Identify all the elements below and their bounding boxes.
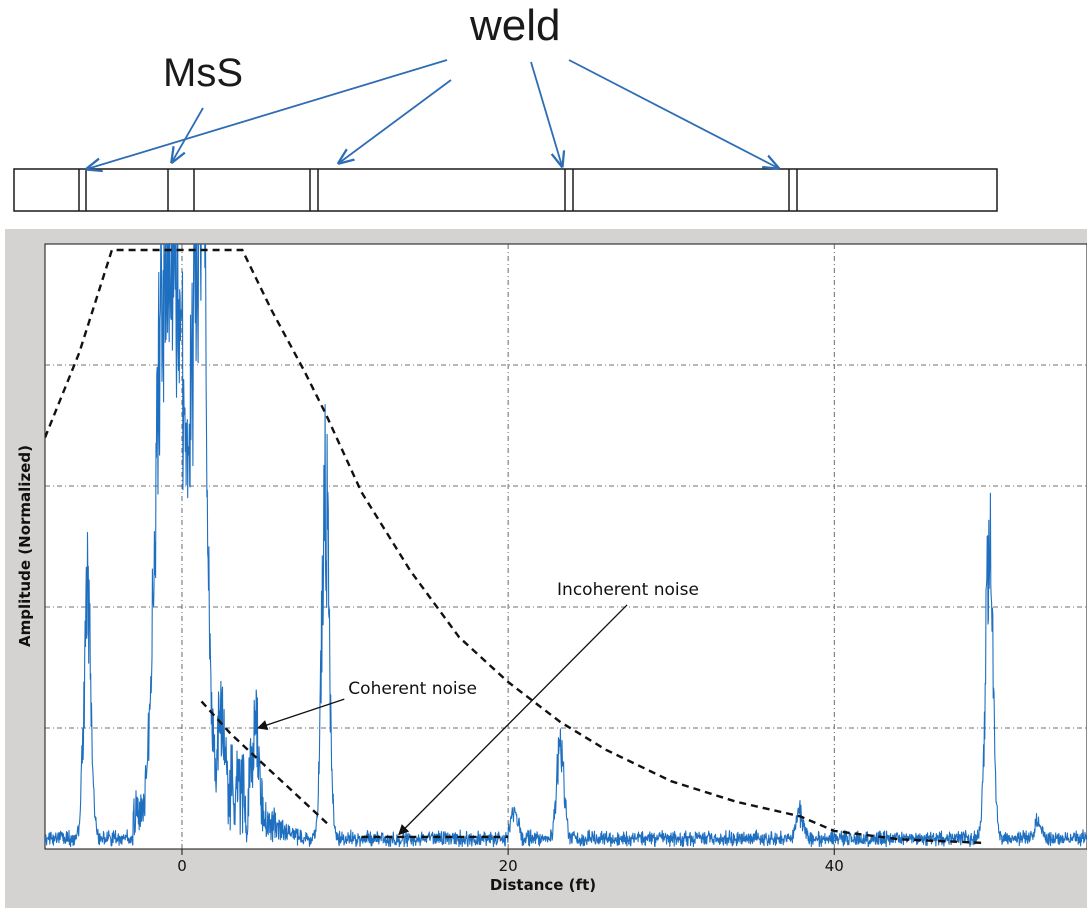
x-tick-label-0: 0 — [177, 857, 187, 875]
plot-area — [44, 243, 1087, 850]
x-axis-ticks: 0 20 40 — [177, 849, 844, 875]
signal-trace — [45, 244, 1087, 848]
weld-marks — [78, 169, 798, 211]
mss-label: MsS — [163, 51, 243, 95]
x-tick-label-1: 20 — [499, 857, 518, 875]
x-axis-title: Distance (ft) — [490, 876, 596, 894]
annotation-incoherent: Incoherent noise — [398, 580, 699, 836]
annotation-incoherent-arrow — [398, 604, 628, 836]
mss-sensor-mark — [167, 169, 195, 211]
weld-arrow-1 — [87, 59, 448, 169]
grid — [45, 244, 1087, 849]
x-tick-label-2: 40 — [825, 857, 844, 875]
weld-arrow-3 — [530, 61, 562, 166]
annotation-coherent-arrow — [256, 698, 345, 731]
weld-arrow-4 — [568, 59, 778, 168]
weld-label: weld — [469, 1, 561, 50]
y-axis-title: Amplitude (Normalized) — [16, 445, 34, 647]
dashed-curve-1 — [200, 700, 330, 826]
mss-arrow — [172, 107, 204, 162]
annotation-coherent-noise: Coherent noise — [348, 679, 477, 699]
pipe-body — [13, 168, 998, 212]
threshold-curves — [45, 248, 986, 845]
chart: 0 20 40 Distance (ft) Amplitude (Normalize… — [5, 229, 1087, 908]
pipe-diagram: weld MsS — [13, 1, 998, 212]
annotation-incoherent-noise: Incoherent noise — [557, 580, 699, 600]
annotation-coherent: Coherent noise — [256, 679, 477, 731]
dashed-curve-0 — [45, 248, 986, 845]
weld-arrows — [87, 59, 778, 169]
weld-arrow-2 — [339, 79, 452, 163]
